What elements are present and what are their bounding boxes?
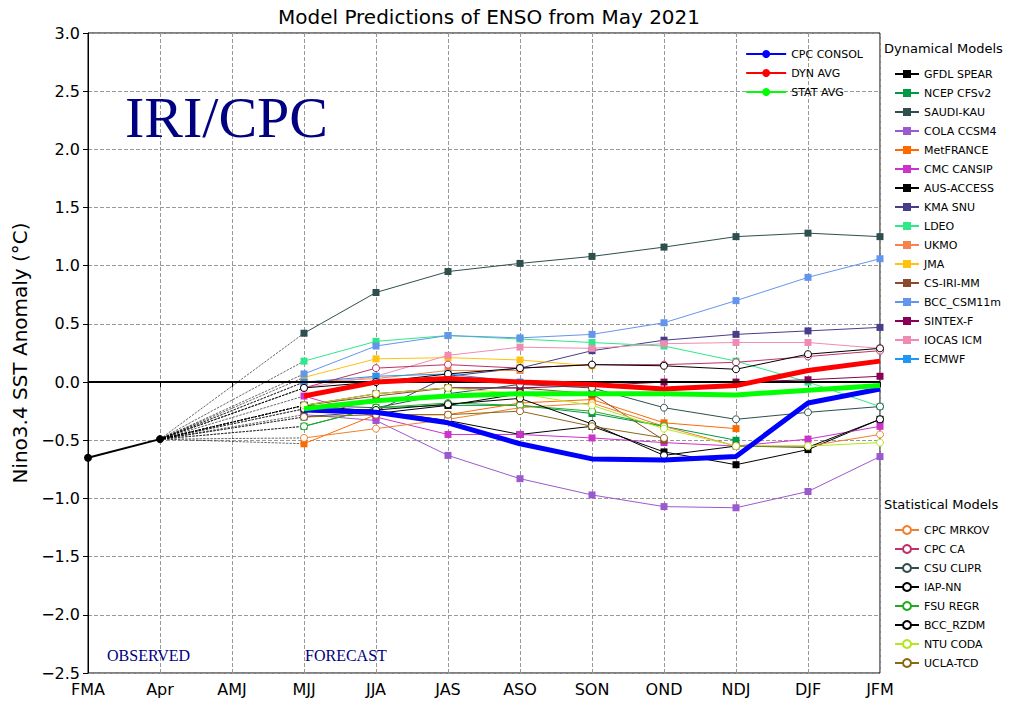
svg-text:2.5: 2.5 — [55, 82, 80, 101]
svg-text:1.5: 1.5 — [55, 198, 80, 217]
svg-text:CPC CONSOL: CPC CONSOL — [791, 48, 864, 61]
svg-text:SON: SON — [575, 680, 610, 699]
svg-text:GFDL SPEAR: GFDL SPEAR — [924, 68, 993, 81]
svg-text:AUS-ACCESS: AUS-ACCESS — [924, 182, 994, 195]
svg-text:Dynamical Models: Dynamical Models — [884, 41, 1003, 56]
svg-text:CSU CLIPR: CSU CLIPR — [924, 562, 982, 575]
svg-text:NDJ: NDJ — [721, 680, 750, 699]
svg-text:0.5: 0.5 — [55, 314, 80, 333]
svg-text:0.0: 0.0 — [55, 373, 80, 392]
svg-text:BCC_CSM11m: BCC_CSM11m — [924, 296, 1001, 309]
svg-text:FORECAST: FORECAST — [305, 647, 387, 664]
svg-text:IRI/CPC: IRI/CPC — [125, 85, 328, 150]
svg-text:DYN AVG: DYN AVG — [791, 67, 840, 80]
svg-text:IAP-NN: IAP-NN — [924, 581, 962, 594]
svg-text:−1.0: −1.0 — [41, 489, 80, 508]
svg-text:LDEO: LDEO — [924, 220, 955, 233]
svg-text:COLA CCSM4: COLA CCSM4 — [924, 125, 997, 138]
svg-text:MetFRANCE: MetFRANCE — [924, 144, 989, 157]
svg-text:JMA: JMA — [923, 258, 945, 271]
svg-text:ECMWF: ECMWF — [924, 353, 965, 366]
svg-text:−1.5: −1.5 — [41, 547, 80, 566]
svg-text:FMA: FMA — [71, 680, 105, 699]
svg-text:Nino3.4 SST Anomaly (°C): Nino3.4 SST Anomaly (°C) — [8, 222, 32, 483]
svg-text:Model Predictions of ENSO from: Model Predictions of ENSO from May 2021 — [278, 5, 700, 29]
svg-text:SINTEX-F: SINTEX-F — [924, 315, 973, 328]
svg-text:SAUDI-KAU: SAUDI-KAU — [924, 106, 985, 119]
svg-text:JAS: JAS — [434, 680, 461, 699]
svg-text:JJA: JJA — [365, 680, 386, 699]
svg-text:UKMO: UKMO — [924, 239, 958, 252]
svg-text:NCEP CFSv2: NCEP CFSv2 — [924, 87, 991, 100]
svg-text:1.0: 1.0 — [55, 256, 80, 275]
svg-text:UCLA-TCD: UCLA-TCD — [924, 657, 979, 670]
svg-text:DJF: DJF — [795, 680, 821, 699]
svg-text:CMC CANSIP: CMC CANSIP — [924, 163, 993, 176]
svg-text:AMJ: AMJ — [217, 680, 246, 699]
svg-text:ASO: ASO — [503, 680, 537, 699]
svg-text:FSU REGR: FSU REGR — [924, 600, 980, 613]
svg-text:IOCAS ICM: IOCAS ICM — [924, 334, 982, 347]
svg-text:CS-IRI-MM: CS-IRI-MM — [924, 277, 980, 290]
svg-text:CPC CA: CPC CA — [924, 543, 965, 556]
svg-text:NTU CODA: NTU CODA — [924, 638, 983, 651]
svg-text:CPC MRKOV: CPC MRKOV — [924, 524, 990, 537]
svg-text:STAT AVG: STAT AVG — [791, 86, 844, 99]
svg-text:3.0: 3.0 — [55, 24, 80, 43]
svg-text:OBSERVED: OBSERVED — [107, 647, 190, 664]
svg-text:OND: OND — [646, 680, 683, 699]
svg-text:Statistical Models: Statistical Models — [884, 497, 998, 512]
svg-text:−0.5: −0.5 — [41, 431, 80, 450]
svg-text:KMA SNU: KMA SNU — [924, 201, 975, 214]
svg-text:Apr: Apr — [146, 680, 174, 699]
svg-text:MJJ: MJJ — [292, 680, 315, 699]
svg-text:JFM: JFM — [865, 680, 894, 699]
svg-text:2.0: 2.0 — [55, 140, 80, 159]
svg-text:−2.5: −2.5 — [41, 663, 80, 683]
svg-text:BCC_RZDM: BCC_RZDM — [924, 619, 985, 632]
svg-text:−2.0: −2.0 — [41, 605, 80, 624]
